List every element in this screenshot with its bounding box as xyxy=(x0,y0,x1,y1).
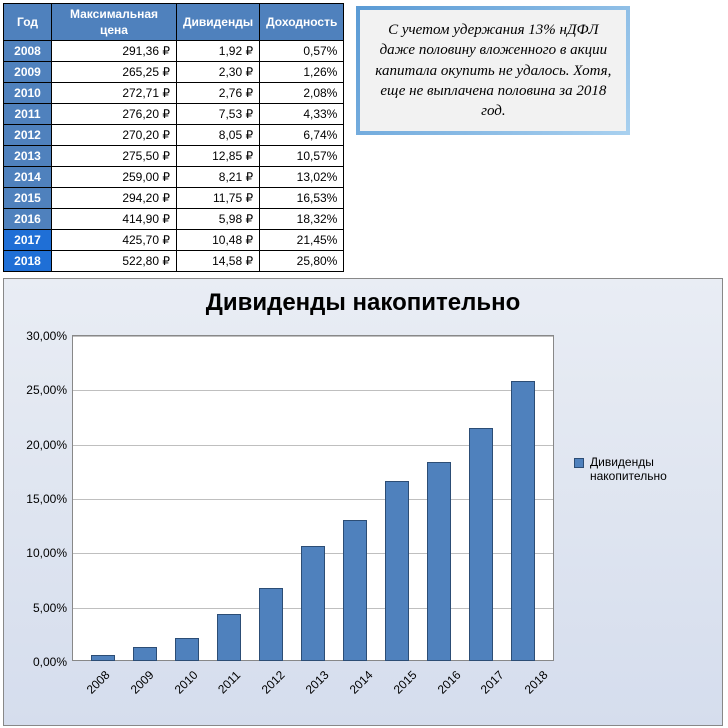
table-row: 2008291,36 ₽1,92 ₽0,57% xyxy=(4,41,344,62)
bar xyxy=(427,462,451,661)
cell-price: 522,80 ₽ xyxy=(52,251,177,272)
cell-div: 10,48 ₽ xyxy=(177,230,260,251)
cell-yield: 21,45% xyxy=(260,230,344,251)
y-tick-label: 20,00% xyxy=(15,438,67,452)
cell-price: 276,20 ₽ xyxy=(52,104,177,125)
table-header-row: Год Максимальная цена Дивиденды Доходнос… xyxy=(4,4,344,41)
bar xyxy=(511,381,535,661)
table-row: 2015294,20 ₽11,75 ₽16,53% xyxy=(4,188,344,209)
table-row: 2014259,00 ₽8,21 ₽13,02% xyxy=(4,167,344,188)
table-row: 2009265,25 ₽2,30 ₽1,26% xyxy=(4,62,344,83)
table-row: 2012270,20 ₽8,05 ₽6,74% xyxy=(4,125,344,146)
cell-yield: 10,57% xyxy=(260,146,344,167)
y-tick-label: 0,00% xyxy=(15,655,67,669)
cell-yield: 0,57% xyxy=(260,41,344,62)
cell-year: 2015 xyxy=(4,188,52,209)
cell-div: 1,92 ₽ xyxy=(177,41,260,62)
bar xyxy=(259,588,283,661)
bar-column xyxy=(250,588,292,661)
table-row: 2013275,50 ₽12,85 ₽10,57% xyxy=(4,146,344,167)
cell-price: 294,20 ₽ xyxy=(52,188,177,209)
cell-price: 425,70 ₽ xyxy=(52,230,177,251)
cell-year: 2014 xyxy=(4,167,52,188)
table-row: 2017425,70 ₽10,48 ₽21,45% xyxy=(4,230,344,251)
cell-year: 2010 xyxy=(4,83,52,104)
cell-div: 14,58 ₽ xyxy=(177,251,260,272)
bar-column xyxy=(334,520,376,661)
cell-year: 2012 xyxy=(4,125,52,146)
bar-column xyxy=(376,481,418,661)
bar xyxy=(343,520,367,661)
y-tick-label: 15,00% xyxy=(15,492,67,506)
cell-price: 275,50 ₽ xyxy=(52,146,177,167)
cell-price: 272,71 ₽ xyxy=(52,83,177,104)
cell-yield: 16,53% xyxy=(260,188,344,209)
cell-div: 12,85 ₽ xyxy=(177,146,260,167)
cell-div: 2,76 ₽ xyxy=(177,83,260,104)
bar-column xyxy=(292,546,334,661)
cell-div: 7,53 ₽ xyxy=(177,104,260,125)
y-tick-label: 5,00% xyxy=(15,601,67,615)
cell-price: 265,25 ₽ xyxy=(52,62,177,83)
cell-div: 8,05 ₽ xyxy=(177,125,260,146)
cell-price: 291,36 ₽ xyxy=(52,41,177,62)
cell-div: 2,30 ₽ xyxy=(177,62,260,83)
bar-column xyxy=(502,381,544,661)
y-tick-label: 10,00% xyxy=(15,546,67,560)
cell-year: 2018 xyxy=(4,251,52,272)
th-price: Максимальная цена xyxy=(52,4,177,41)
cell-yield: 25,80% xyxy=(260,251,344,272)
chart-title: Дивиденды накопительно xyxy=(4,279,722,323)
table-row: 2010272,71 ₽2,76 ₽2,08% xyxy=(4,83,344,104)
legend-label: Дивиденды накопительно xyxy=(590,455,710,483)
chart-frame: Дивиденды накопительно 0,00%5,00%10,00%1… xyxy=(3,278,723,726)
cell-year: 2009 xyxy=(4,62,52,83)
table-row: 2018522,80 ₽14,58 ₽25,80% xyxy=(4,251,344,272)
cell-div: 5,98 ₽ xyxy=(177,209,260,230)
cell-year: 2016 xyxy=(4,209,52,230)
cell-year: 2013 xyxy=(4,146,52,167)
cell-div: 8,21 ₽ xyxy=(177,167,260,188)
cell-yield: 2,08% xyxy=(260,83,344,104)
cell-price: 414,90 ₽ xyxy=(52,209,177,230)
bar-column xyxy=(460,428,502,661)
th-div: Дивиденды xyxy=(177,4,260,41)
cell-yield: 6,74% xyxy=(260,125,344,146)
table-row: 2011276,20 ₽7,53 ₽4,33% xyxy=(4,104,344,125)
cell-yield: 4,33% xyxy=(260,104,344,125)
cell-div: 11,75 ₽ xyxy=(177,188,260,209)
note-text: С учетом удержания 13% нДФЛ даже половин… xyxy=(375,22,611,119)
cell-yield: 13,02% xyxy=(260,167,344,188)
x-axis-labels: 2008200920102011201220132014201520162017… xyxy=(72,665,554,691)
th-year: Год xyxy=(4,4,52,41)
cell-yield: 18,32% xyxy=(260,209,344,230)
cell-year: 2017 xyxy=(4,230,52,251)
legend: Дивиденды накопительно xyxy=(574,455,710,483)
cell-price: 270,20 ₽ xyxy=(52,125,177,146)
cell-yield: 1,26% xyxy=(260,62,344,83)
y-tick-label: 30,00% xyxy=(15,329,67,343)
data-table: Год Максимальная цена Дивиденды Доходнос… xyxy=(3,3,344,272)
bar xyxy=(469,428,493,661)
note-box: С учетом удержания 13% нДФЛ даже половин… xyxy=(356,6,630,135)
cell-year: 2011 xyxy=(4,104,52,125)
plot-area: 0,00%5,00%10,00%15,00%20,00%25,00%30,00% xyxy=(72,335,554,661)
bar xyxy=(385,481,409,661)
top-row: Год Максимальная цена Дивиденды Доходнос… xyxy=(0,0,728,272)
y-tick-label: 25,00% xyxy=(15,383,67,397)
bar xyxy=(301,546,325,661)
legend-swatch xyxy=(574,458,584,468)
bar-column xyxy=(418,462,460,661)
th-yield: Доходность xyxy=(260,4,344,41)
cell-price: 259,00 ₽ xyxy=(52,167,177,188)
table-row: 2016414,90 ₽5,98 ₽18,32% xyxy=(4,209,344,230)
cell-year: 2008 xyxy=(4,41,52,62)
